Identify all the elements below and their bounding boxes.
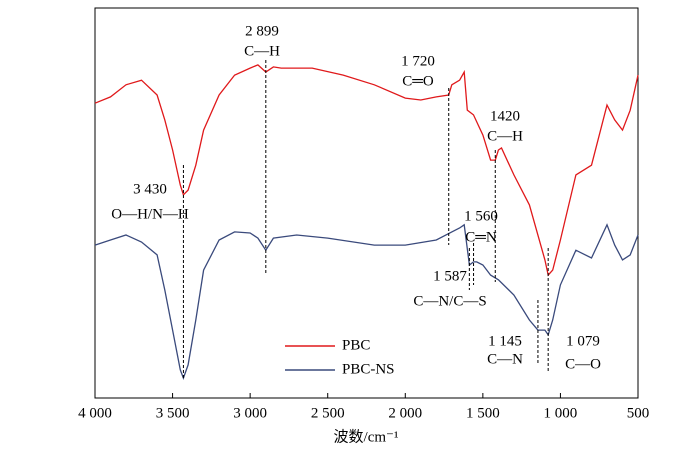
legend-label: PBC (342, 337, 370, 353)
annotation-group: C—N/C—S (413, 293, 486, 309)
annotation-value: 1 560 (464, 208, 498, 224)
x-tick-label: 1 500 (466, 405, 500, 421)
x-tick-label: 2 000 (388, 405, 422, 421)
annotation-value: 2 899 (245, 23, 279, 39)
annotation-group: C—H (487, 128, 523, 144)
x-tick-label: 500 (627, 405, 650, 421)
annotation-value: 1 145 (488, 333, 522, 349)
x-tick-label: 3 000 (233, 405, 267, 421)
annotation-group: C—H (244, 43, 280, 59)
annotation-group: C—N (487, 351, 523, 367)
x-tick-label: 1 000 (544, 405, 578, 421)
plot-frame (94, 7, 639, 399)
annotation-value: 1 079 (566, 333, 600, 349)
annotation-value: 1 587 (433, 268, 467, 284)
annotation-value: 1 720 (401, 53, 435, 69)
x-tick-label: 4 000 (78, 405, 112, 421)
x-tick-label: 3 500 (156, 405, 190, 421)
annotation-value: 3 430 (133, 181, 167, 197)
series-line (94, 64, 639, 277)
annotation-group: C—O (565, 356, 601, 372)
annotation-group: C═N (465, 229, 497, 245)
x-tick-label: 2 500 (311, 405, 345, 421)
annotation-value: 1420 (490, 108, 520, 124)
legend-label: PBC-NS (342, 361, 395, 377)
annotation-group: O—H/N—H (111, 206, 189, 222)
annotation-group: C═O (402, 73, 434, 89)
series-line (94, 223, 639, 380)
x-axis-label: 波数/cm⁻¹ (334, 428, 399, 445)
